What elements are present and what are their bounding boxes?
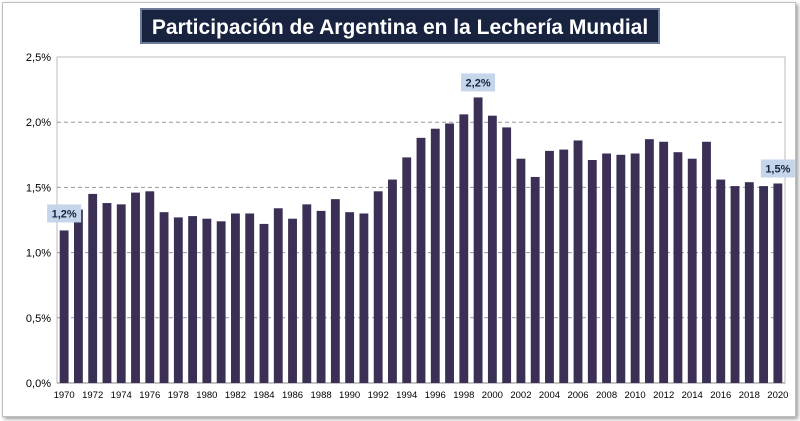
x-tick-label: 2006 (567, 390, 588, 401)
bar-1983 (245, 213, 255, 383)
x-tick-label: 1998 (453, 390, 474, 401)
y-tick-label: 0,0% (26, 378, 51, 390)
bar-2019 (759, 186, 769, 383)
x-tick-label: 2002 (510, 390, 531, 401)
bar-1976 (145, 191, 155, 383)
bar-2016 (716, 179, 726, 383)
bar-1986 (288, 218, 297, 383)
bar-1971 (73, 209, 83, 383)
x-tick-label: 1978 (168, 390, 189, 401)
bar-1972 (88, 193, 98, 383)
bar-1996 (430, 128, 440, 383)
bar-2008 (602, 153, 611, 383)
bar-1991 (359, 213, 369, 383)
x-tick-label: 1996 (425, 390, 446, 401)
x-tick-label: 1976 (139, 390, 160, 401)
bar-1988 (316, 210, 326, 383)
x-tick-label: 2004 (539, 390, 560, 401)
x-tick-label: 2000 (482, 390, 503, 401)
bar-1989 (330, 199, 340, 383)
data-label-box (760, 159, 795, 178)
bar-1977 (159, 212, 169, 383)
x-tick-label: 1986 (282, 390, 303, 401)
bar-1984 (259, 223, 269, 383)
bar-1982 (231, 213, 240, 383)
bar-2014 (687, 158, 697, 383)
data-label-box (461, 73, 496, 92)
x-tick-label: 1970 (54, 390, 75, 401)
bar-2000 (487, 115, 497, 384)
bar-2009 (616, 154, 626, 383)
bar-1992 (373, 191, 383, 383)
x-tick-label: 1980 (196, 390, 217, 401)
x-tick-label: 1984 (253, 390, 274, 401)
data-label: 1,2% (52, 208, 77, 220)
data-label: 2,2% (466, 77, 491, 89)
y-tick-label: 2,0% (26, 117, 51, 129)
y-tick-label: 1,5% (26, 182, 51, 194)
data-label-box (47, 204, 82, 223)
x-tick-label: 2018 (739, 390, 760, 401)
bar-2007 (587, 160, 597, 383)
bar-1998 (459, 114, 469, 383)
bar-2005 (559, 149, 569, 383)
x-tick-label: 2020 (767, 390, 788, 401)
bar-2004 (545, 150, 554, 383)
bar-1975 (131, 192, 140, 383)
data-label: 1,5% (765, 163, 790, 175)
x-tick-label: 1982 (225, 390, 246, 401)
bar-2006 (573, 140, 583, 383)
y-tick-label: 1,0% (26, 248, 51, 260)
bar-2020 (773, 183, 783, 383)
bar-1994 (402, 157, 412, 383)
bar-2017 (730, 186, 740, 383)
bar-2003 (530, 176, 540, 383)
bar-1997 (445, 123, 454, 383)
bar-2001 (502, 127, 512, 383)
bar-2010 (630, 153, 640, 383)
bar-2002 (516, 158, 526, 383)
x-tick-label: 1990 (339, 390, 360, 401)
bar-2015 (702, 141, 711, 383)
bar-1980 (202, 218, 212, 383)
x-tick-label: 2010 (625, 390, 646, 401)
x-tick-label: 1992 (368, 390, 389, 401)
bar-1978 (173, 217, 183, 383)
bar-1985 (273, 208, 283, 383)
x-tick-label: 1994 (396, 390, 417, 401)
x-tick-label: 1972 (82, 390, 103, 401)
bar-1990 (345, 212, 355, 383)
bar-2011 (644, 139, 654, 383)
x-tick-label: 2014 (682, 390, 703, 401)
x-tick-label: 2016 (710, 390, 731, 401)
x-tick-label: 1988 (311, 390, 332, 401)
bar-1987 (302, 204, 312, 383)
bar-2018 (744, 182, 754, 383)
x-tick-label: 2012 (653, 390, 674, 401)
bar-1995 (416, 137, 426, 383)
y-tick-label: 0,5% (26, 313, 51, 325)
bar-1993 (388, 179, 397, 383)
x-tick-label: 2008 (596, 390, 617, 401)
bar-1974 (116, 204, 126, 383)
bar-1981 (216, 221, 226, 383)
bar-2013 (673, 152, 683, 383)
chart-title: Participación de Argentina en la Lecherí… (140, 8, 660, 44)
bar-1979 (188, 216, 198, 383)
bar-1970 (59, 230, 69, 383)
bar-2012 (659, 141, 669, 383)
bar-1973 (102, 203, 112, 383)
bar-1999 (473, 97, 483, 383)
x-tick-label: 1974 (111, 390, 132, 401)
y-tick-label: 2,5% (26, 52, 51, 64)
